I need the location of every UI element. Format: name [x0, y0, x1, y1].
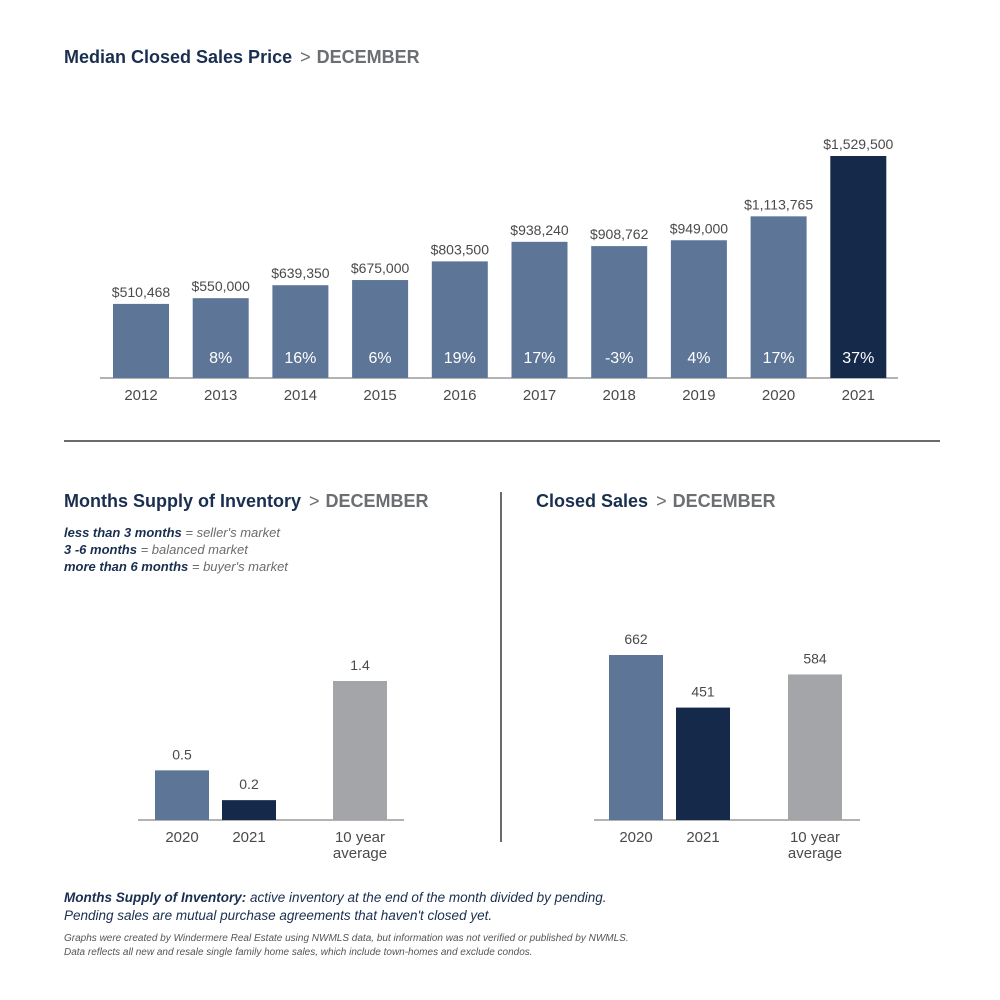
pct-change-label-2018: -3% [605, 350, 633, 367]
value-label-2020: 662 [624, 631, 648, 647]
median-price-title-month: DECEMBER [316, 47, 420, 67]
bar-2018 [591, 246, 648, 378]
pct-change-label-2020: 17% [763, 350, 795, 367]
bar-2019 [670, 240, 727, 378]
x-tick-label-2021: 2021 [232, 829, 265, 846]
inventory-title-month: DECEMBER [325, 491, 429, 511]
value-label-10-year-average: 584 [803, 650, 827, 666]
value-label-2016: $803,500 [431, 241, 490, 257]
legend-line-sellers: less than 3 months = seller's market [64, 524, 288, 541]
value-label-2021: 0.2 [239, 776, 259, 792]
x-tick-label-10-year-average: 10 year average [788, 829, 842, 862]
value-label-2019: $949,000 [670, 220, 729, 236]
value-label-2013: $550,000 [191, 278, 250, 294]
legend-desc: = buyer's market [188, 559, 288, 574]
value-label-2020: $1,113,765 [744, 196, 813, 212]
bar-10-year-average [788, 674, 842, 820]
title-separator: > [656, 491, 667, 511]
bar-2021 [676, 707, 730, 820]
bar-2017 [511, 241, 568, 378]
x-tick-label-2020: 2020 [619, 829, 652, 846]
x-tick-label-2014: 2014 [284, 387, 317, 404]
fine-print-line-1: Graphs were created by Windermere Real E… [64, 933, 629, 944]
value-label-10-year-average: 1.4 [350, 657, 370, 673]
value-label-2020: 0.5 [172, 746, 192, 762]
x-tick-label-2019: 2019 [682, 387, 715, 404]
x-tick-label-2021: 2021 [842, 387, 875, 404]
footnote-line-2: Pending sales are mutual purchase agreem… [64, 908, 493, 923]
bar-2015 [352, 280, 409, 378]
title-separator: > [300, 47, 311, 67]
pct-change-label-2021: 37% [842, 350, 874, 367]
legend-term: more than 6 months [64, 559, 189, 574]
closed-sales-title: Closed Sales > DECEMBER [536, 491, 776, 512]
bar-2021 [222, 800, 276, 820]
market-legend: less than 3 months = seller's market 3 -… [64, 524, 288, 575]
x-tick-label-2017: 2017 [523, 387, 556, 404]
value-label-2018: $908,762 [590, 226, 649, 242]
footnote-line-1: Months Supply of Inventory: active inven… [64, 889, 607, 907]
bar-2013 [192, 298, 249, 378]
vertical-divider [500, 492, 502, 842]
value-label-2017: $938,240 [510, 222, 569, 238]
value-label-2021: 451 [691, 684, 715, 700]
bar-2020 [609, 655, 663, 820]
pct-change-label-2019: 4% [687, 350, 710, 367]
fine-print: Graphs were created by Windermere Real E… [64, 932, 629, 960]
x-tick-label-2016: 2016 [443, 387, 476, 404]
footnote: Months Supply of Inventory: active inven… [64, 889, 607, 925]
legend-term: 3 -6 months [64, 542, 137, 557]
x-tick-label-2020: 2020 [762, 387, 795, 404]
value-label-2014: $639,350 [271, 265, 330, 281]
x-tick-label-2015: 2015 [363, 387, 396, 404]
pct-change-label-2013: 8% [209, 350, 232, 367]
bar-2021 [830, 156, 887, 378]
bar-10-year-average [333, 681, 387, 820]
bar-2016 [431, 261, 488, 378]
closed-sales-title-main: Closed Sales [536, 491, 649, 511]
bar-2020 [155, 770, 209, 820]
inventory-chart: 0.5 2020 0.2 2021 1.4 10 year average [138, 657, 404, 862]
pct-change-label-2016: 19% [444, 350, 476, 367]
pct-change-label-2014: 16% [284, 350, 316, 367]
legend-term: less than 3 months [64, 525, 182, 540]
value-label-2015: $675,000 [351, 260, 410, 276]
bar-2020 [750, 216, 807, 378]
bar-2012 [113, 303, 169, 378]
median-price-chart: $510,468 2012 $550,000 8% 2013 $639,350 16% 201… [100, 136, 898, 404]
x-tick-label-2021: 2021 [686, 829, 719, 846]
legend-line-balanced: 3 -6 months = balanced market [64, 541, 288, 558]
median-price-title: Median Closed Sales Price > DECEMBER [64, 47, 420, 68]
footnote-term: Months Supply of Inventory: [64, 890, 247, 905]
horizontal-divider [64, 440, 940, 442]
fine-print-line-2: Data reflects all new and resale single … [64, 947, 533, 958]
x-tick-label-10-year-average: 10 year average [333, 829, 387, 862]
x-tick-label-2013: 2013 [204, 387, 237, 404]
closed-sales-chart: 662 2020 451 2021 584 10 year average [594, 631, 860, 862]
legend-desc: = seller's market [181, 525, 280, 540]
legend-desc: = balanced market [136, 542, 248, 557]
inventory-title: Months Supply of Inventory > DECEMBER [64, 491, 429, 512]
title-separator: > [309, 491, 320, 511]
median-price-title-main: Median Closed Sales Price [64, 47, 293, 67]
pct-change-label-2017: 17% [523, 350, 555, 367]
legend-line-buyers: more than 6 months = buyer's market [64, 558, 288, 575]
value-label-2012: $510,468 [112, 284, 171, 300]
closed-sales-title-month: DECEMBER [672, 491, 776, 511]
x-tick-label-2018: 2018 [603, 387, 636, 404]
value-label-2021: $1,529,500 [823, 136, 893, 152]
footnote-definition: active inventory at the end of the month… [246, 890, 607, 905]
bar-2014 [272, 285, 329, 378]
x-tick-label-2012: 2012 [124, 387, 157, 404]
x-tick-label-2020: 2020 [165, 829, 198, 846]
inventory-title-main: Months Supply of Inventory [64, 491, 301, 511]
pct-change-label-2015: 6% [369, 350, 392, 367]
